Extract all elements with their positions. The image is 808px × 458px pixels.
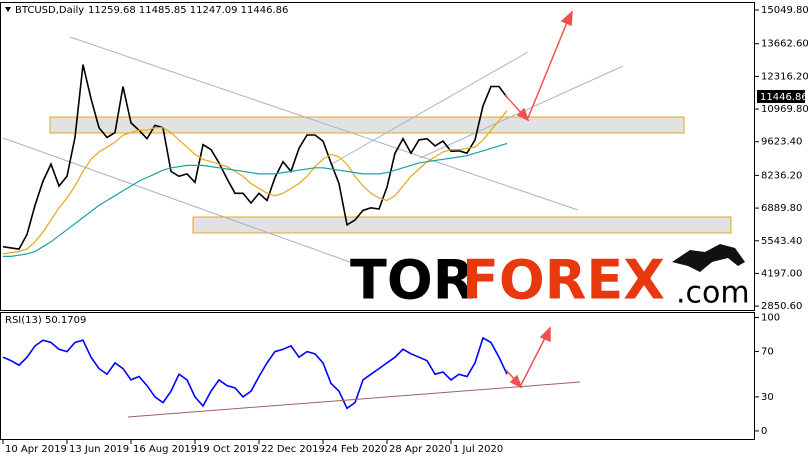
price-layer — [2, 64, 508, 410]
x-tick-label: 28 Apr 2020 — [389, 444, 451, 455]
logo-tor: TOR — [350, 249, 474, 312]
logo-forex: FOREX — [462, 249, 665, 312]
arrow-head — [509, 374, 523, 389]
y-tick-label: 100 — [761, 313, 780, 324]
x-tick-label: 22 Dec 2019 — [261, 444, 325, 455]
chart-title: BTCUSD,Daily — [15, 5, 84, 16]
menu-triangle — [5, 7, 11, 12]
x-tick-label: 16 Aug 2019 — [133, 444, 197, 455]
support-zone — [192, 216, 732, 234]
arrow-head — [560, 10, 573, 27]
arrow-head — [539, 326, 551, 343]
x-tick-label: 24 Feb 2020 — [325, 444, 387, 455]
arrow — [527, 19, 569, 119]
rsi-trendline — [127, 381, 581, 418]
series-line — [2, 336, 508, 410]
rsi-title: RSI(13) 50.1709 — [5, 315, 86, 326]
logo-com: .com — [676, 276, 750, 311]
resistance-zone — [49, 116, 685, 134]
series-line — [3, 142, 508, 257]
x-tick-label: 10 Apr 2019 — [5, 444, 67, 455]
y-tick-label: 8236.20 — [761, 170, 802, 181]
y-tick-label: 30 — [761, 392, 774, 403]
forecast-arrows — [504, 10, 573, 389]
x-tick-label: 13 Jun 2019 — [69, 444, 129, 455]
last-price-tag — [757, 90, 805, 103]
channel-line — [329, 51, 529, 166]
series-line — [2, 110, 508, 255]
x-tick-label: 1 Jul 2020 — [453, 444, 503, 455]
logo-bull — [672, 244, 745, 272]
series-line — [2, 64, 508, 250]
price-pane-frame — [0, 2, 755, 311]
y-tick-label: 15049.80 — [761, 5, 808, 16]
rsi-pane-frame — [0, 312, 755, 440]
y-tick-label: 10969.80 — [761, 104, 808, 115]
logo: TOR FOREX .com — [350, 244, 750, 312]
y-tick-label: 70 — [761, 347, 774, 358]
last-price-label: 11446.86 — [760, 92, 808, 103]
y-tick-label: 4197.00 — [761, 268, 802, 279]
arrow — [520, 335, 547, 386]
y-tick-label: 12316.20 — [761, 71, 808, 82]
ohlc-header: 11259.68 11485.85 11247.09 11446.86 — [88, 5, 288, 16]
arrow-head — [516, 107, 530, 122]
channel-line — [69, 36, 579, 211]
channel-line — [2, 137, 351, 263]
y-tick-label: 13662.60 — [761, 39, 808, 50]
y-tick-label: 9623.40 — [761, 137, 802, 148]
y-tick-label: 5543.40 — [761, 236, 802, 247]
y-tick-label: 2850.60 — [761, 301, 802, 312]
x-tick-label: 19 Oct 2019 — [197, 444, 259, 455]
y-tick-label: 0 — [761, 426, 767, 437]
y-tick-label: 6889.80 — [761, 203, 802, 214]
